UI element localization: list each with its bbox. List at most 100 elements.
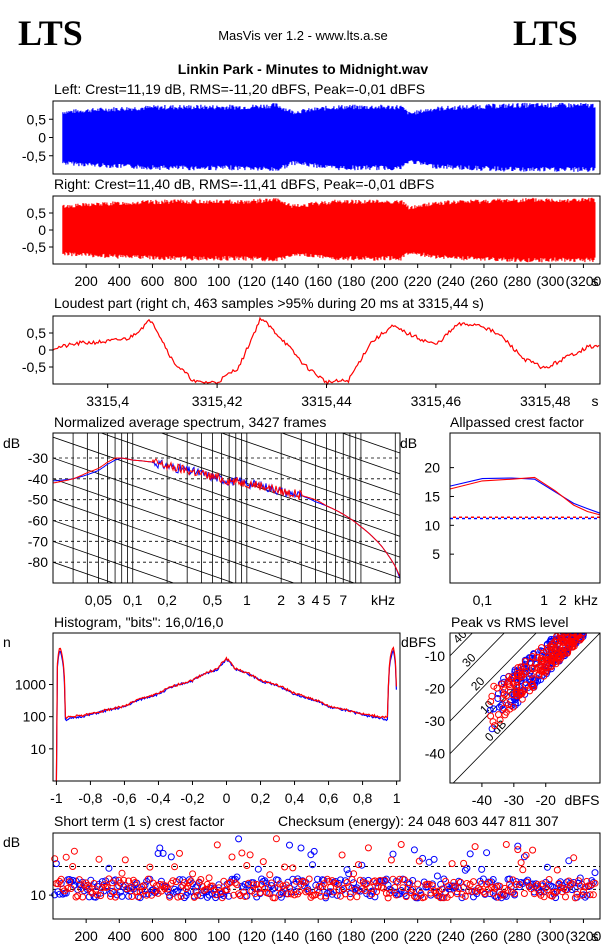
short-crest-point (295, 888, 303, 895)
peak-rms-point (526, 654, 534, 662)
crest-xtick-label: 2 (559, 592, 567, 608)
peak-rms-point (553, 649, 561, 657)
crest-xtick-label: 1 (540, 592, 548, 608)
short-crest-point (337, 876, 344, 884)
short-crest-point (243, 862, 251, 869)
peak-rms-point (490, 682, 498, 690)
peak-rms-point (580, 624, 586, 630)
peak-rms-point (569, 633, 574, 634)
short-crest-point (146, 863, 154, 871)
short-crest-point (79, 893, 87, 901)
short-crest-point (396, 875, 404, 883)
right_waveform-xtick-label: (200 (370, 273, 398, 289)
short-crest-point (286, 841, 293, 849)
right_waveform-xtick-label: 200 (74, 273, 98, 289)
peak-rms-point (529, 653, 536, 660)
short-crest-ylabel: dB (3, 834, 20, 850)
short-crest-point (136, 888, 144, 896)
left_waveform-ytick-label: 0,5 (27, 111, 47, 127)
peak-rms-xtick-label: -40 (472, 792, 492, 808)
peak-rms-point (577, 624, 583, 630)
peak-rms-point (494, 695, 502, 702)
short-crest-point (379, 884, 387, 892)
right_waveform-xtick-label: (120 (238, 273, 266, 289)
peak-rms-point (580, 624, 586, 630)
short-crest-point (268, 879, 275, 887)
histogram-xtick-label: -1 (50, 790, 63, 806)
short-crest-point (277, 889, 285, 897)
short-crest-point (189, 870, 197, 878)
short-crest-point (205, 891, 213, 899)
peak-rms-point (568, 638, 576, 646)
short-crest-point (274, 876, 282, 884)
short-crest-point (271, 894, 279, 902)
short-crest-point (484, 885, 492, 893)
spectrum-ytick-label: -30 (28, 450, 48, 466)
short-crest-title: Short term (1 s) crest factor (54, 813, 225, 829)
right_waveform-xtick-label: 400 (108, 273, 132, 289)
short-crest-point (374, 883, 382, 891)
short-crest-point (355, 861, 362, 869)
short-crest-point (277, 893, 285, 901)
short-crest-point (223, 886, 231, 894)
short-crest-point (532, 882, 540, 890)
short-crest-point (415, 857, 423, 865)
short-crest-point (213, 841, 221, 849)
peak-rms-point (506, 681, 513, 689)
short-crest-point (134, 893, 142, 901)
short-crest-point (506, 875, 514, 883)
short-crest-point (580, 888, 587, 896)
short-crest-point (562, 893, 569, 901)
peak-rms-point (557, 654, 565, 662)
short-crest-point (399, 884, 407, 892)
short-crest-point (483, 849, 491, 857)
short-crest-point (565, 857, 573, 865)
peak-rms-point (496, 716, 504, 724)
short-crest-point (478, 880, 486, 888)
short-crest-point (320, 876, 328, 884)
peak-rms-point (575, 624, 581, 630)
peak-rms-point (487, 712, 495, 720)
histogram-xtick-label: 0 (223, 790, 231, 806)
short-crest-point (238, 849, 246, 857)
peak-rms-title: Peak vs RMS level (451, 614, 568, 630)
spectrum-xtick-label: 2 (277, 592, 285, 608)
peak-rms-point (579, 633, 583, 634)
spectrum-ylabel: dB (3, 435, 20, 451)
short-crest-point (405, 879, 413, 887)
short-crest-point (537, 891, 545, 899)
right_waveform-xunit: s (592, 273, 599, 289)
peak-rms-point (569, 633, 573, 634)
histogram-xtick-label: 0,8 (353, 790, 373, 806)
short-crest-point (322, 892, 330, 900)
short-crest-point (271, 884, 279, 892)
short-crest-point (107, 890, 114, 897)
crest-ytick-label: 10 (424, 517, 440, 533)
short-crest-xtick-label: (140 (271, 928, 299, 944)
short-crest-point (353, 893, 361, 901)
short-crest-point (470, 878, 477, 886)
crest-ytick-label: 5 (432, 546, 440, 562)
right_waveform-xtick-label: (3200 (566, 273, 602, 289)
loudest-part-xtick-label: 3315,4 (86, 393, 129, 409)
short-crest-point (75, 876, 83, 884)
peak-rms-diagonal-label: 20 (468, 674, 488, 694)
left_waveform-ytick-label: 0 (38, 130, 46, 146)
peak-rms-point (500, 691, 508, 698)
right_waveform-xtick-label: 600 (141, 273, 165, 289)
short-crest-point (125, 892, 133, 900)
peak-rms-point (577, 624, 583, 630)
spectrum-slope-line (280, 433, 400, 475)
peak-rms-xtick-label: -30 (504, 792, 524, 808)
loudest-part-ytick-label: -0,5 (22, 359, 46, 375)
short-crest-point (304, 887, 312, 894)
short-crest-point (445, 882, 453, 890)
peak-rms-point (578, 624, 584, 630)
short-crest-point (542, 884, 550, 892)
short-crest-point (312, 891, 320, 899)
short-crest-xtick-label: (260 (470, 928, 498, 944)
short-crest-point (570, 854, 578, 862)
spectrum-xunit: kHz (371, 592, 395, 608)
short-crest-point (468, 887, 476, 895)
right_waveform-xtick-label: (300 (536, 273, 564, 289)
